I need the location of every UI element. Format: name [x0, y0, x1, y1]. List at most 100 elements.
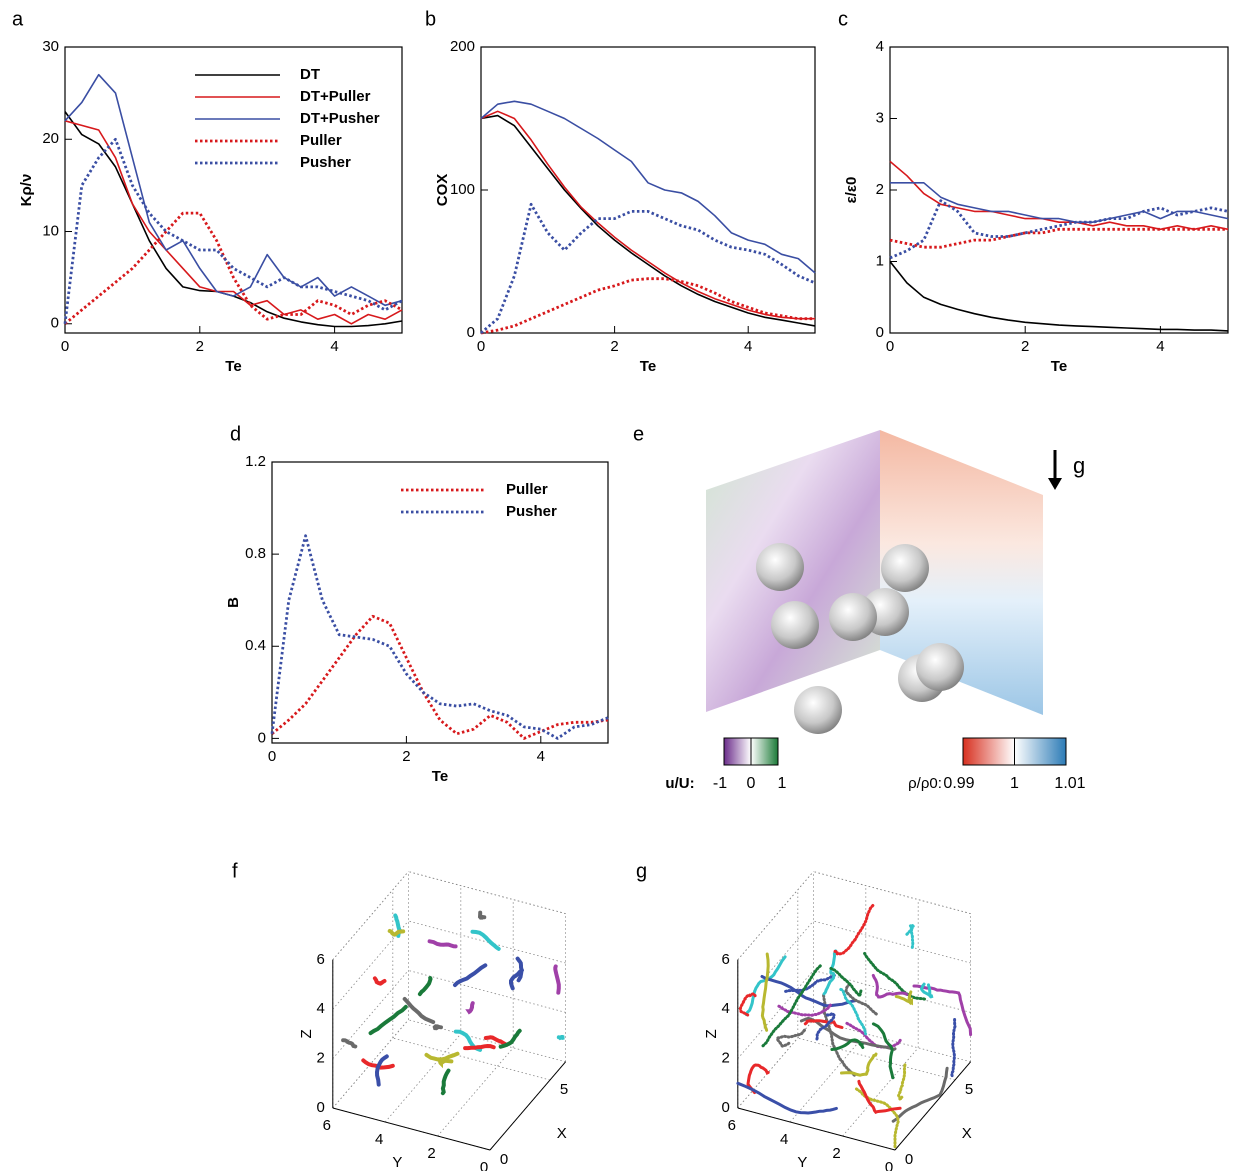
series-line: [889, 227, 1228, 249]
x-tick-label: 5: [560, 1081, 568, 1098]
trajectory: [782, 973, 836, 994]
trajectory: [919, 982, 934, 999]
colorbar-tick-label: 0.99: [943, 775, 974, 792]
y-axis-label: Y: [797, 1154, 807, 1171]
z-tick-label: 2: [316, 1050, 324, 1067]
trajectory: [871, 973, 909, 999]
grid-line: [408, 920, 566, 964]
trajectory: [777, 1003, 833, 1017]
trajectory: [830, 1038, 865, 1051]
trajectory: [746, 1063, 770, 1095]
y-tick-label: 0: [258, 729, 266, 746]
x-tick-label: 0: [905, 1151, 913, 1168]
x-tick-label: 2: [1021, 338, 1029, 355]
trajectory: [417, 976, 433, 997]
y-tick-label: 2: [427, 1145, 435, 1162]
trajectory: [815, 1011, 837, 1041]
colorbar-tick-label: 1.01: [1054, 775, 1085, 792]
plot-frame: [889, 46, 1229, 334]
grid-line: [408, 1019, 566, 1063]
x-tick-label: 5: [965, 1081, 973, 1098]
grid-line: [392, 1037, 551, 1081]
particle: [771, 601, 819, 649]
y-axis-label: COX: [434, 174, 451, 207]
y-tick-label: 6: [728, 1117, 736, 1134]
trajectory: [368, 1004, 408, 1036]
y-tick-label: 0.4: [245, 637, 266, 654]
panel-label: a: [12, 8, 24, 30]
y-axis-label: Kρ/ν: [18, 174, 35, 207]
y-tick-label: 2: [832, 1145, 840, 1162]
trajectory: [803, 1019, 844, 1029]
grid-line: [797, 1037, 956, 1081]
trajectory: [424, 1051, 460, 1062]
y-axis-label: Y: [392, 1154, 402, 1171]
x-axis-label: Te: [225, 358, 241, 375]
series-line: [64, 211, 403, 325]
x-axis-label: Te: [1051, 358, 1067, 375]
x-tick-label: 4: [537, 748, 545, 765]
trajectory: [427, 939, 458, 949]
trajectory: [744, 955, 787, 1017]
grid-line: [437, 1047, 514, 1137]
x-axis-label: Te: [640, 358, 656, 375]
trajectory: [857, 1079, 902, 1115]
colorbar-tick-label: 1: [778, 775, 787, 792]
colorbar-tick-label: -1: [713, 775, 727, 792]
trajectory: [822, 949, 838, 996]
trajectory: [556, 1035, 565, 1041]
z-axis-label: Z: [298, 1029, 315, 1038]
y-tick-label: 1: [876, 252, 884, 269]
y-tick-label: 4: [780, 1131, 788, 1148]
x-axis-label: X: [962, 1125, 972, 1142]
y-tick-label: 20: [42, 130, 59, 147]
panel-label: g: [636, 860, 647, 882]
annotation: g: [1073, 453, 1085, 478]
grid-line: [384, 1033, 462, 1123]
x-tick-label: 2: [402, 748, 410, 765]
y-axis: [737, 1107, 896, 1151]
z-tick-label: 0: [721, 1099, 729, 1116]
particle: [756, 543, 804, 591]
grid-line: [332, 970, 409, 1059]
trajectory: [453, 963, 488, 988]
y-tick-label: 4: [375, 1131, 383, 1148]
trajectory: [833, 903, 875, 956]
x-tick-label: 4: [330, 338, 338, 355]
z-tick-label: 6: [316, 951, 324, 968]
x-tick-label: 0: [61, 338, 69, 355]
legend-label: DT+Puller: [300, 88, 371, 105]
y-tick-label: 200: [450, 38, 475, 55]
trajectory: [829, 966, 863, 998]
series-line: [480, 114, 816, 327]
trajectory: [950, 1018, 957, 1078]
x-axis: [489, 1061, 566, 1151]
particle: [881, 544, 929, 592]
y-tick-label: 0: [885, 1159, 893, 1171]
trajectory: [477, 910, 487, 920]
z-tick-label: 0: [316, 1099, 324, 1116]
y-tick-label: 0: [876, 324, 884, 341]
trajectory: [904, 923, 916, 949]
grid-line: [408, 970, 566, 1013]
colorbar-label: ρ/ρ0:: [908, 775, 942, 792]
box-edge: [813, 871, 971, 914]
series-line: [889, 160, 1229, 231]
y-tick-label: 10: [42, 222, 59, 239]
trajectory: [440, 1068, 451, 1096]
series-line: [64, 111, 403, 328]
trajectory: [774, 1028, 806, 1048]
trajectory: [799, 1016, 897, 1051]
series-line: [270, 534, 609, 740]
y-tick-label: 100: [450, 181, 475, 198]
colorbar-label: u/U:: [665, 775, 694, 792]
x-tick-label: 0: [886, 338, 894, 355]
plot-frame: [480, 46, 816, 334]
trajectory: [463, 1043, 496, 1051]
trajectory: [863, 951, 927, 1001]
x-tick-label: 0: [477, 338, 485, 355]
panel-label: d: [230, 423, 241, 445]
trajectory: [845, 1021, 902, 1049]
trajectory: [387, 929, 406, 937]
